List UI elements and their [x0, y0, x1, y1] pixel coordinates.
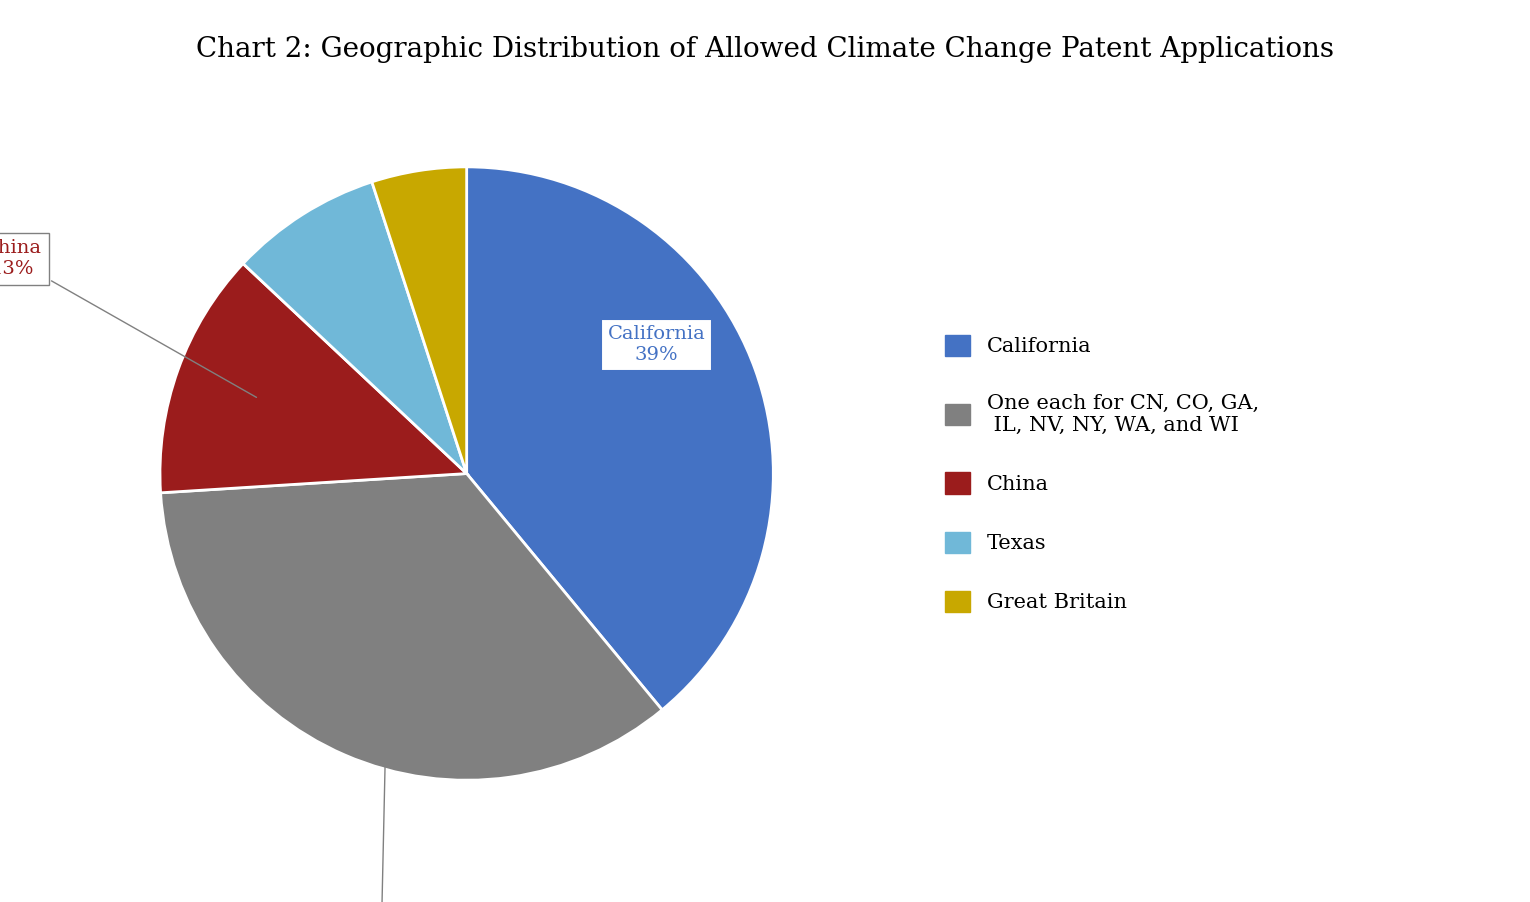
Wedge shape — [467, 167, 773, 710]
Text: Chart 2: Geographic Distribution of Allowed Climate Change Patent Applications: Chart 2: Geographic Distribution of Allo… — [196, 36, 1334, 63]
Wedge shape — [243, 182, 467, 474]
Wedge shape — [161, 474, 662, 780]
Legend: California, One each for CN, CO, GA,
 IL, NV, NY, WA, and WI, China, Texas, Grea: California, One each for CN, CO, GA, IL,… — [936, 327, 1267, 621]
Wedge shape — [372, 167, 467, 474]
Text: One each for CN, CO, GA, IL,
  NV, NY, WA, and WI 35%: One each for CN, CO, GA, IL, NV, NY, WA,… — [248, 659, 514, 902]
Text: China
13%: China 13% — [0, 239, 257, 398]
Wedge shape — [161, 263, 467, 492]
Text: California
39%: California 39% — [607, 326, 705, 418]
